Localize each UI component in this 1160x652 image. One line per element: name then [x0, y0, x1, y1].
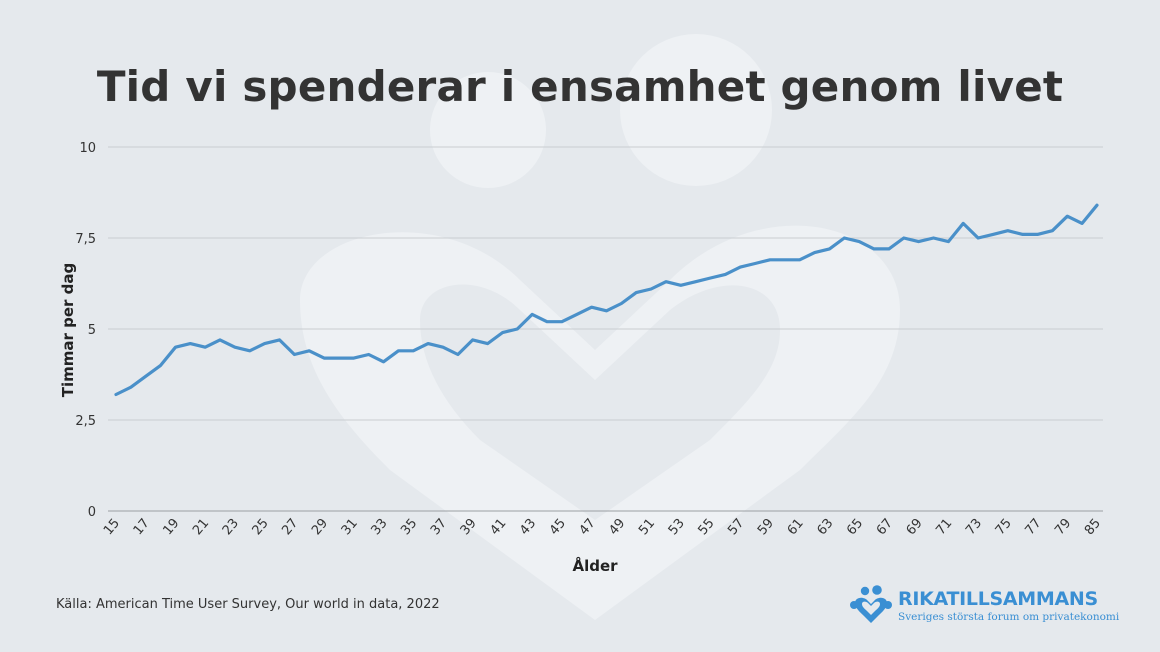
logo-name: RIKATILLSAMMANS — [898, 588, 1098, 610]
x-tick-label: 45 — [547, 516, 569, 538]
y-tick-label: 7,5 — [75, 232, 96, 247]
x-tick-label: 39 — [458, 516, 480, 538]
x-tick-label: 67 — [874, 516, 896, 538]
x-tick-labels: 15 17 19 21 23 25 27 29 31 33 35 37 39 41 43 45 47 49 51 53… — [101, 516, 1104, 538]
x-tick-label: 63 — [814, 516, 836, 538]
x-tick-label: 41 — [487, 516, 509, 538]
x-axis-title: Ålder — [572, 556, 618, 575]
x-tick-label: 61 — [785, 516, 807, 538]
y-tick-labels: 0 2,5 5 7,5 10 — [75, 141, 96, 520]
series-line — [114, 203, 1099, 397]
y-tick-label: 0 — [88, 505, 96, 520]
x-tick-label: 25 — [250, 516, 272, 538]
x-tick-label: 33 — [368, 516, 390, 538]
x-tick-label: 57 — [725, 516, 747, 538]
x-tick-label: 35 — [398, 516, 420, 538]
x-tick-label: 19 — [160, 516, 182, 538]
x-tick-label: 65 — [844, 516, 866, 538]
gridlines — [108, 146, 1103, 512]
x-tick-label: 37 — [428, 516, 450, 538]
page-title: Tid vi spenderar i ensamhet genom livet — [96, 62, 1064, 111]
x-tick-label: 47 — [577, 516, 599, 538]
x-tick-label: 15 — [101, 516, 123, 538]
y-tick-label: 2,5 — [75, 414, 96, 429]
x-tick-label: 77 — [1022, 516, 1044, 538]
x-tick-label: 85 — [1082, 516, 1104, 538]
x-tick-label: 31 — [339, 516, 361, 538]
source-note: Källa: American Time User Survey, Our wo… — [56, 597, 440, 612]
x-tick-label: 17 — [131, 516, 153, 538]
x-tick-label: 23 — [220, 516, 242, 538]
x-tick-label: 59 — [755, 516, 777, 538]
x-tick-label: 43 — [517, 516, 539, 538]
x-tick-label: 49 — [606, 516, 628, 538]
x-tick-label: 27 — [279, 516, 301, 538]
x-tick-label: 73 — [963, 516, 985, 538]
y-tick-label: 5 — [88, 323, 96, 338]
x-tick-label: 51 — [636, 516, 658, 538]
y-axis-title: Timmar per dag — [59, 263, 77, 398]
x-tick-label: 75 — [993, 516, 1015, 538]
logo-tagline: Sveriges största forum om privatekonomi — [898, 611, 1120, 623]
x-tick-label: 29 — [309, 516, 331, 538]
x-tick-label: 69 — [904, 516, 926, 538]
y-tick-label: 10 — [79, 141, 96, 156]
x-tick-label: 21 — [190, 516, 212, 538]
logo-heart-icon — [850, 585, 892, 623]
x-tick-label: 71 — [933, 516, 955, 538]
x-tick-label: 55 — [695, 516, 717, 538]
x-tick-label: 53 — [666, 516, 688, 538]
x-tick-label: 79 — [1052, 516, 1074, 538]
series — [114, 203, 1099, 397]
